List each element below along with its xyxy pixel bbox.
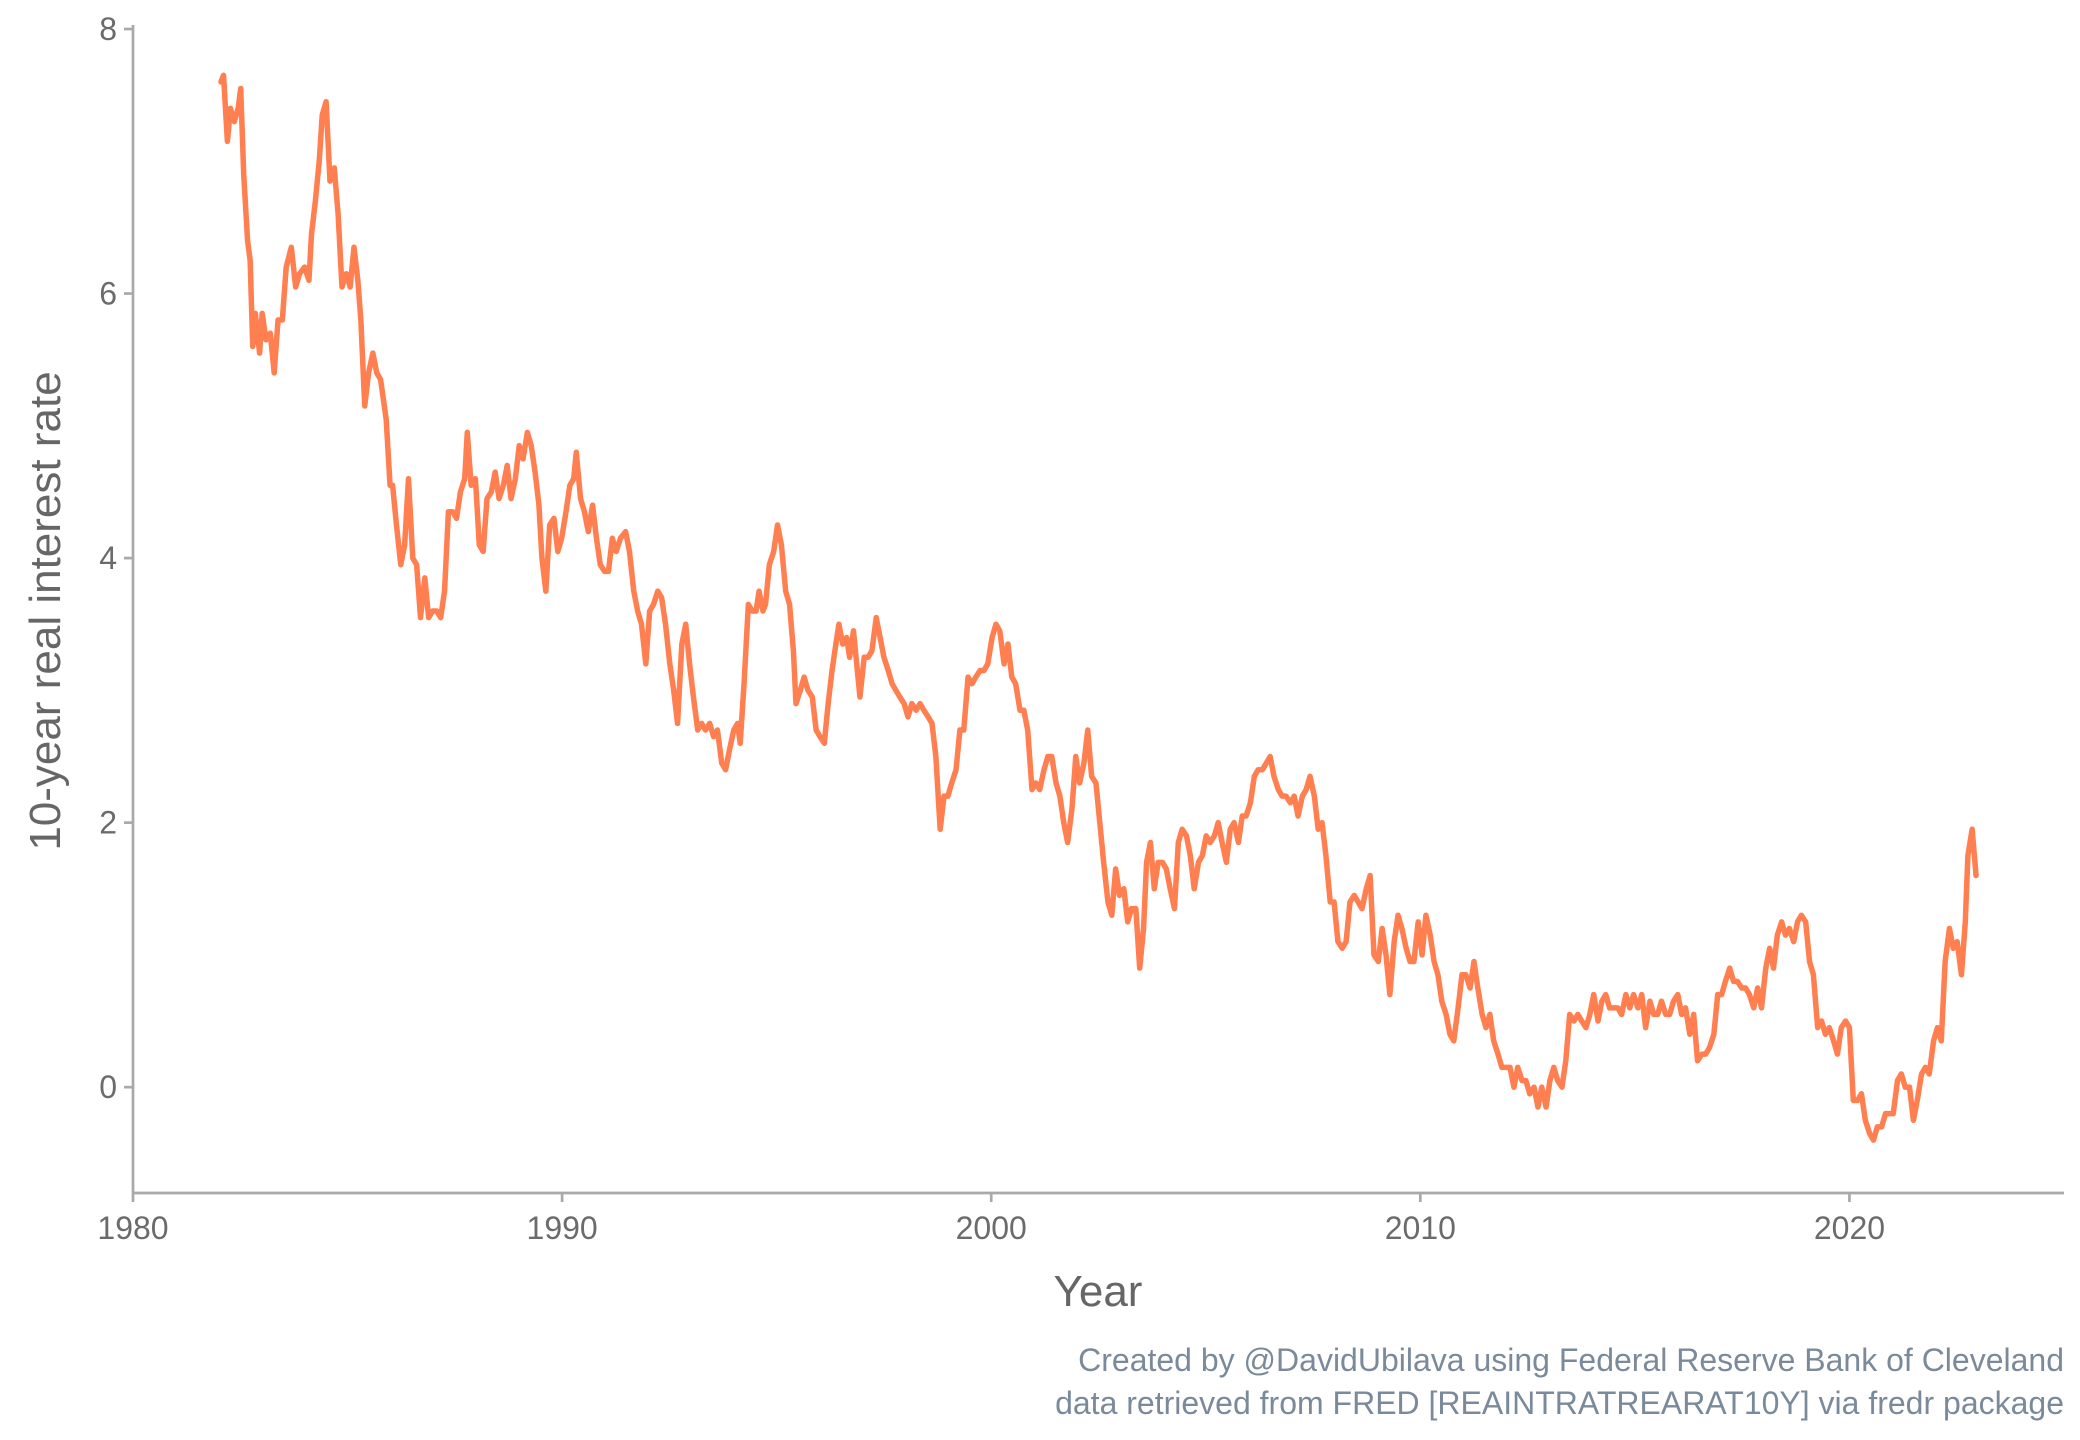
x-tick-label: 2020 bbox=[1814, 1210, 1885, 1246]
x-axis-title: Year bbox=[1054, 1267, 1143, 1316]
y-tick-label: 4 bbox=[99, 540, 117, 576]
x-tick-label: 1980 bbox=[97, 1210, 168, 1246]
y-tick-label: 2 bbox=[99, 805, 117, 841]
data-line bbox=[218, 72, 1979, 1143]
x-tick-label: 2010 bbox=[1385, 1210, 1456, 1246]
y-tick-label: 0 bbox=[99, 1069, 117, 1105]
caption-line: Created by @DavidUbilava using Federal R… bbox=[1078, 1342, 2064, 1378]
y-axis-title: 10-year real interest rate bbox=[21, 371, 70, 850]
y-tick-label: 8 bbox=[99, 11, 117, 47]
y-tick-label: 6 bbox=[99, 276, 117, 312]
x-tick-label: 2000 bbox=[956, 1210, 1027, 1246]
x-tick-label: 1990 bbox=[527, 1210, 598, 1246]
caption-line: data retrieved from FRED [REAINTRATREARA… bbox=[1055, 1385, 2064, 1421]
